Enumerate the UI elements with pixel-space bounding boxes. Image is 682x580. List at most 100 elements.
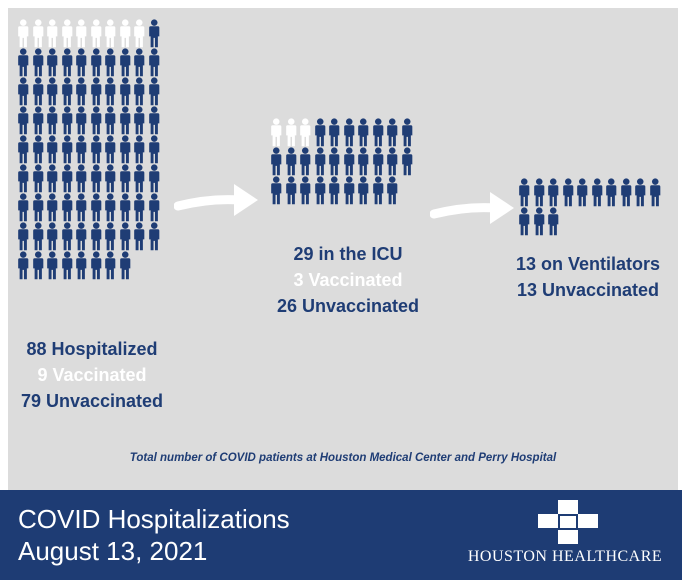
unvaccinated-person-icon xyxy=(45,48,60,77)
unvaccinated-person-icon xyxy=(147,135,162,164)
unvaccinated-person-icon xyxy=(45,193,60,222)
unvaccinated-person-icon xyxy=(356,147,371,176)
unvaccinated-person-icon xyxy=(31,193,46,222)
right-arrow-icon xyxy=(174,184,258,216)
unvaccinated-person-icon xyxy=(517,207,532,236)
vaccinated-person-icon xyxy=(118,19,133,48)
unvaccinated-person-icon xyxy=(356,176,371,205)
unvaccinated-person-icon xyxy=(132,164,147,193)
unvaccinated-person-icon xyxy=(60,77,75,106)
unvaccinated-person-icon xyxy=(60,251,75,280)
unvaccinated-person-icon xyxy=(60,193,75,222)
unvaccinated-person-icon xyxy=(16,48,31,77)
vaccinated-person-icon xyxy=(89,19,104,48)
unvaccinated-person-icon xyxy=(118,251,133,280)
unvaccinated-person-icon xyxy=(31,222,46,251)
unvaccinated-person-icon xyxy=(118,222,133,251)
unvaccinated-person-icon xyxy=(74,77,89,106)
unvaccinated-person-icon xyxy=(385,147,400,176)
unvaccinated-person-icon xyxy=(103,222,118,251)
hospitalized-total: 88 Hospitalized xyxy=(26,339,158,359)
unvaccinated-person-icon xyxy=(342,147,357,176)
hospitalized-stats: 88 Hospitalized 9 Vaccinated 79 Unvaccin… xyxy=(8,336,176,414)
unvaccinated-person-icon xyxy=(532,178,547,207)
unvaccinated-person-icon xyxy=(118,77,133,106)
unvaccinated-person-icon xyxy=(16,106,31,135)
unvaccinated-person-icon xyxy=(546,178,561,207)
unvaccinated-person-icon xyxy=(103,193,118,222)
unvaccinated-person-icon xyxy=(89,135,104,164)
unvaccinated-person-icon xyxy=(118,48,133,77)
unvaccinated-person-icon xyxy=(60,164,75,193)
icu-unvaccinated: 26 Unvaccinated xyxy=(276,296,420,316)
unvaccinated-person-icon xyxy=(298,176,313,205)
unvaccinated-person-icon xyxy=(147,193,162,222)
unvaccinated-person-icon xyxy=(313,147,328,176)
unvaccinated-person-icon xyxy=(371,176,386,205)
unvaccinated-person-icon xyxy=(16,164,31,193)
unvaccinated-person-icon xyxy=(45,164,60,193)
unvaccinated-person-icon xyxy=(74,106,89,135)
unvaccinated-person-icon xyxy=(561,178,576,207)
unvaccinated-person-icon xyxy=(45,222,60,251)
unvaccinated-person-icon xyxy=(356,118,371,147)
unvaccinated-person-icon xyxy=(89,251,104,280)
unvaccinated-person-icon xyxy=(89,164,104,193)
unvaccinated-person-icon xyxy=(132,77,147,106)
icu-stats: 29 in the ICU 3 Vaccinated 26 Unvaccinat… xyxy=(263,241,433,319)
ventilator-stats: 13 on Ventilators 13 Unvaccinated xyxy=(498,251,678,303)
unvaccinated-person-icon xyxy=(400,147,415,176)
unvaccinated-person-icon xyxy=(60,222,75,251)
unvaccinated-person-icon xyxy=(147,106,162,135)
unvaccinated-person-icon xyxy=(648,178,663,207)
unvaccinated-person-icon xyxy=(45,135,60,164)
hospitalized-icon-grid xyxy=(16,19,161,280)
unvaccinated-person-icon xyxy=(269,176,284,205)
unvaccinated-person-icon xyxy=(313,118,328,147)
unvaccinated-person-icon xyxy=(517,178,532,207)
vaccinated-person-icon xyxy=(103,19,118,48)
unvaccinated-person-icon xyxy=(284,147,299,176)
unvaccinated-person-icon xyxy=(269,147,284,176)
icu-vaccinated: 3 Vaccinated xyxy=(293,270,403,290)
unvaccinated-person-icon xyxy=(147,48,162,77)
unvaccinated-person-icon xyxy=(619,178,634,207)
unvaccinated-person-icon xyxy=(118,193,133,222)
unvaccinated-person-icon xyxy=(327,147,342,176)
unvaccinated-person-icon xyxy=(298,147,313,176)
vaccinated-person-icon xyxy=(45,19,60,48)
unvaccinated-person-icon xyxy=(575,178,590,207)
unvaccinated-person-icon xyxy=(45,106,60,135)
vaccinated-person-icon xyxy=(284,118,299,147)
unvaccinated-person-icon xyxy=(89,77,104,106)
unvaccinated-person-icon xyxy=(132,222,147,251)
unvaccinated-person-icon xyxy=(89,106,104,135)
unvaccinated-person-icon xyxy=(103,106,118,135)
title-banner: COVID Hospitalizations August 13, 2021 H… xyxy=(0,490,682,580)
hospitalized-unvaccinated: 79 Unvaccinated xyxy=(20,391,164,411)
vaccinated-person-icon xyxy=(74,19,89,48)
icu-total: 29 in the ICU xyxy=(293,244,403,264)
unvaccinated-person-icon xyxy=(103,251,118,280)
unvaccinated-person-icon xyxy=(385,176,400,205)
unvaccinated-person-icon xyxy=(604,178,619,207)
infographic-panel: 88 Hospitalized 9 Vaccinated 79 Unvaccin… xyxy=(8,8,678,490)
unvaccinated-person-icon xyxy=(132,135,147,164)
ventilator-total: 13 on Ventilators xyxy=(515,254,661,274)
unvaccinated-person-icon xyxy=(118,106,133,135)
unvaccinated-person-icon xyxy=(74,251,89,280)
unvaccinated-person-icon xyxy=(103,135,118,164)
unvaccinated-person-icon xyxy=(31,48,46,77)
unvaccinated-person-icon xyxy=(89,193,104,222)
banner-date: August 13, 2021 xyxy=(18,536,208,566)
banner-title: COVID Hospitalizations xyxy=(18,504,290,534)
unvaccinated-person-icon xyxy=(633,178,648,207)
unvaccinated-person-icon xyxy=(546,207,561,236)
unvaccinated-person-icon xyxy=(371,118,386,147)
unvaccinated-person-icon xyxy=(60,106,75,135)
ventilator-icon-grid xyxy=(517,178,662,236)
icu-icon-grid xyxy=(269,118,414,205)
unvaccinated-person-icon xyxy=(60,135,75,164)
logo-text: HOUSTON HEALTHCARE xyxy=(467,548,663,565)
unvaccinated-person-icon xyxy=(74,193,89,222)
